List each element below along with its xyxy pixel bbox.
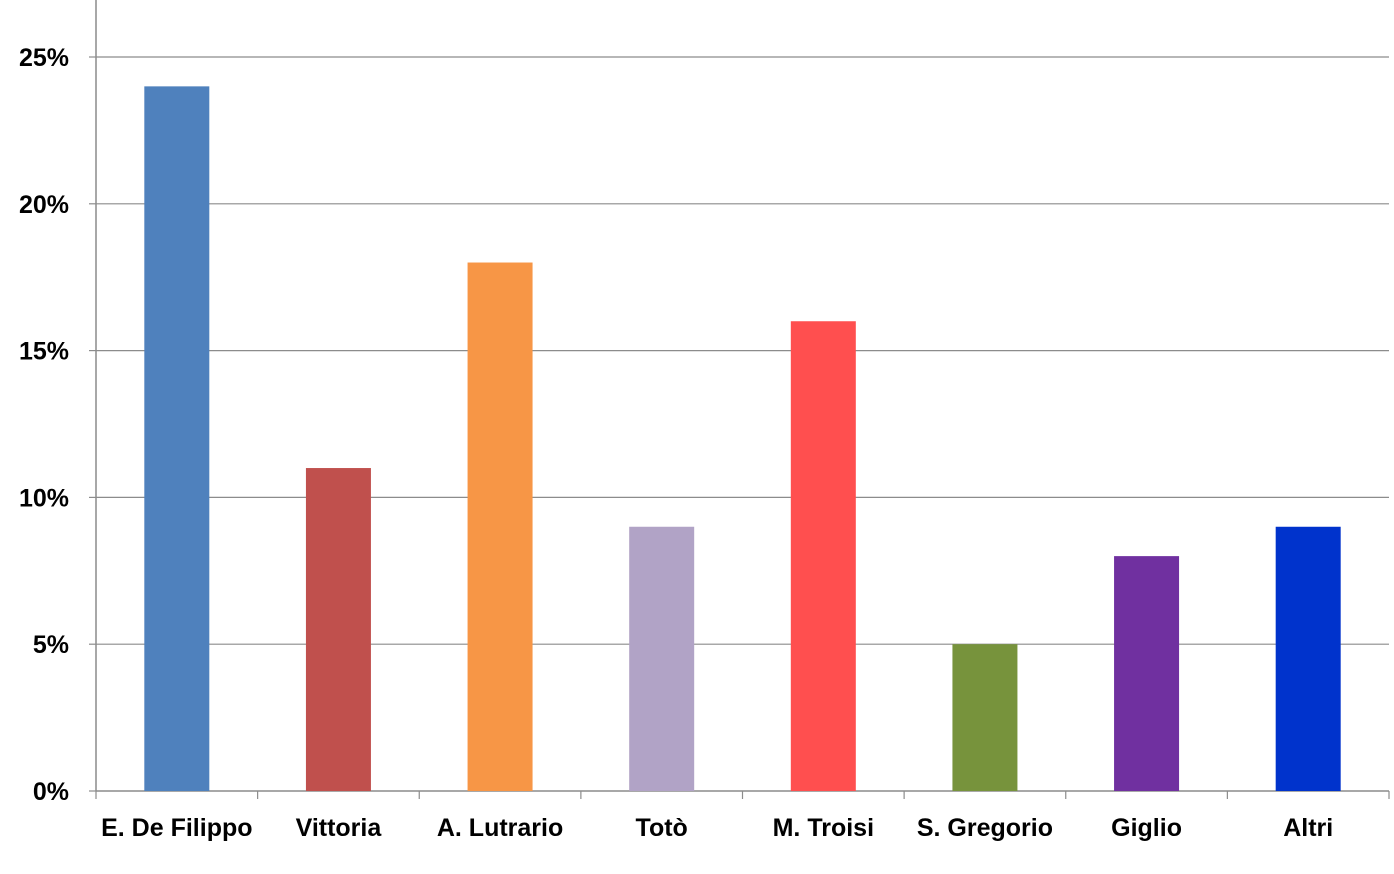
x-tick-label: Vittoria	[296, 814, 383, 842]
y-tick-label: 5%	[33, 631, 69, 659]
bar	[467, 262, 533, 791]
x-tick-label: M. Troisi	[773, 814, 874, 842]
y-tick-label: 15%	[19, 338, 69, 366]
y-tick-label: 10%	[19, 484, 69, 512]
x-tick-label: Altri	[1283, 814, 1333, 842]
x-tick-label: S. Gregorio	[917, 814, 1053, 842]
bar	[629, 526, 695, 791]
tick-labels: 0% 5% 10% 15% 20% 25% E. De Filippo Vittoria A. …	[19, 44, 1333, 842]
x-tick-label: E. De Filippo	[101, 814, 252, 842]
y-tick-label: 25%	[19, 44, 69, 72]
bars	[144, 86, 1341, 792]
bar	[305, 468, 371, 791]
x-tick-label: Giglio	[1111, 814, 1182, 842]
bar	[144, 86, 210, 792]
x-tick-label: A. Lutrario	[437, 814, 563, 842]
bar	[952, 644, 1018, 791]
x-tick-label: Totò	[636, 814, 688, 842]
y-tick-label: 20%	[19, 191, 69, 219]
axes	[89, 0, 1390, 799]
y-tick-label: 0%	[33, 778, 69, 806]
bar	[790, 321, 856, 791]
gridlines	[96, 56, 1389, 645]
bar	[1275, 526, 1341, 791]
bar	[1114, 556, 1180, 791]
